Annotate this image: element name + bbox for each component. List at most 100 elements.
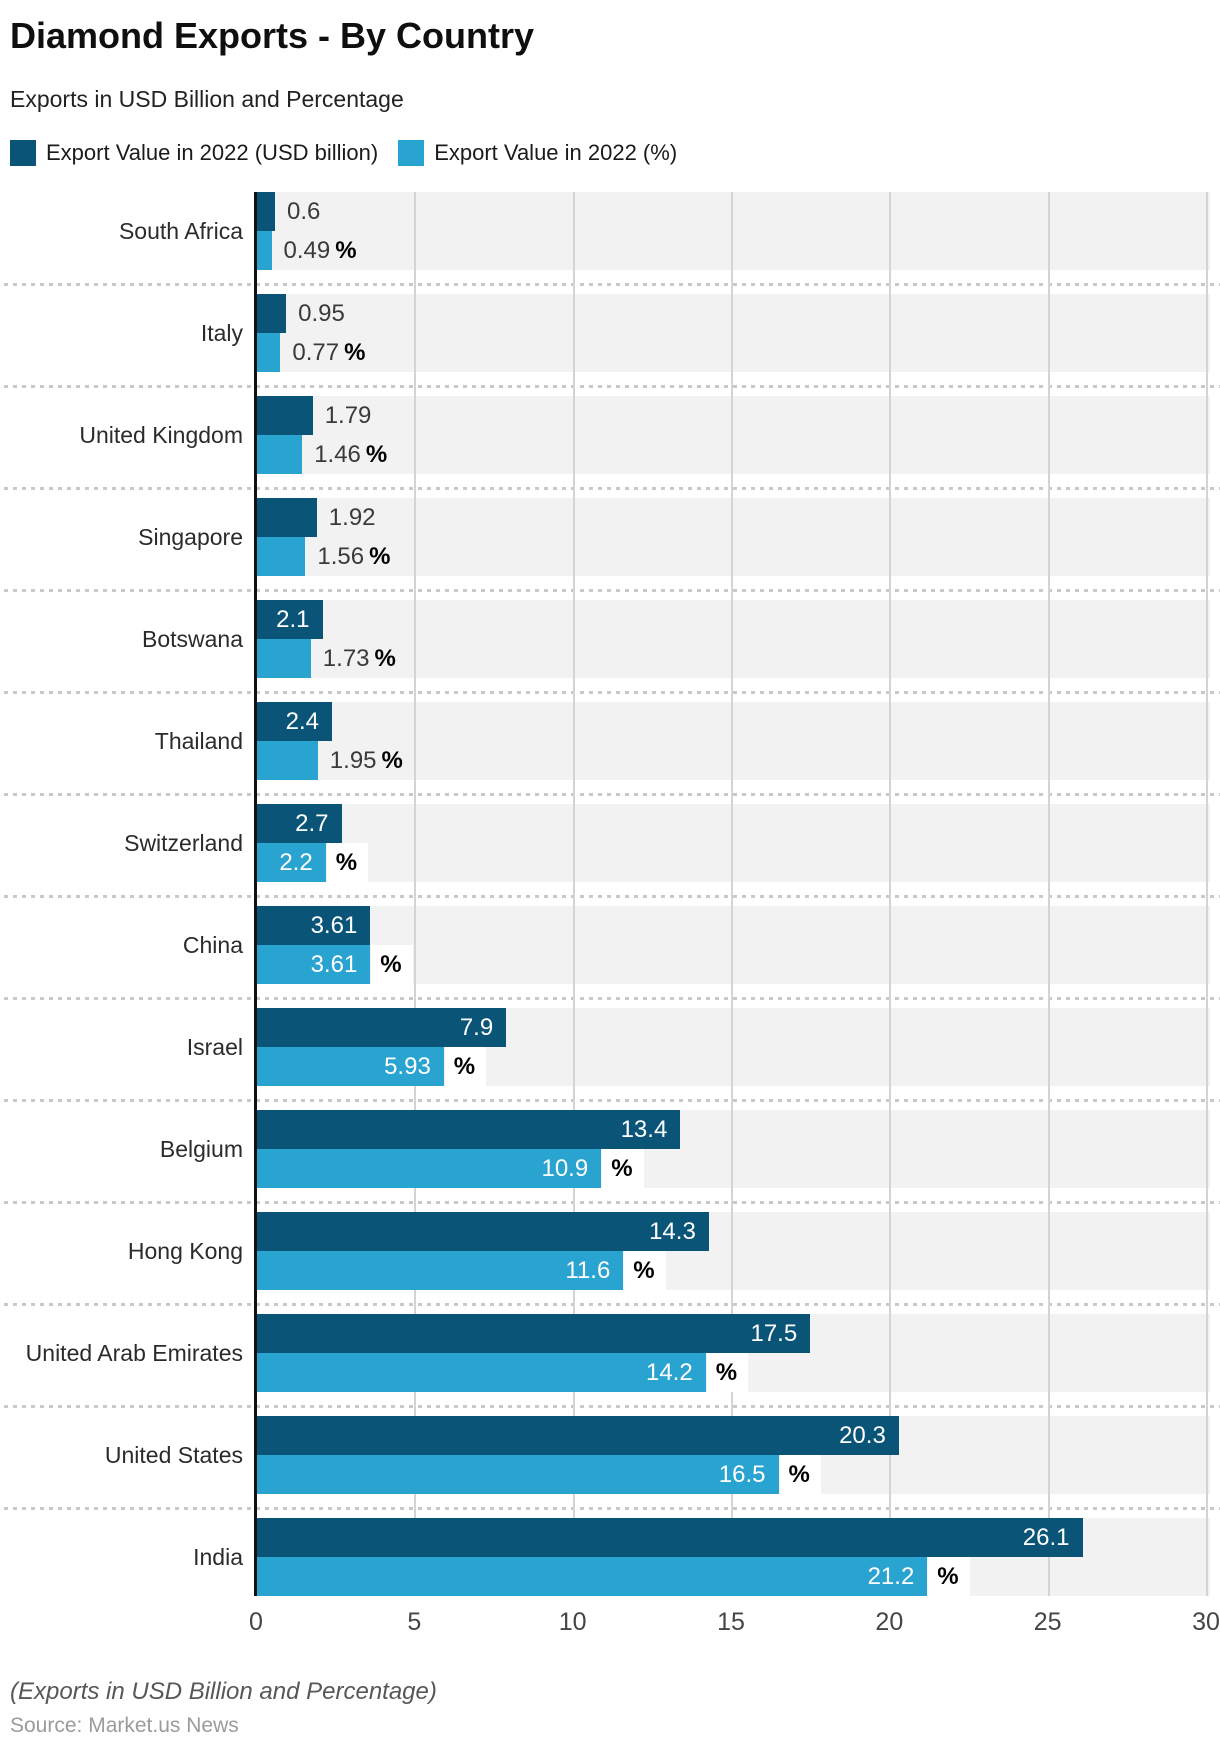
gridline (572, 192, 575, 1596)
percent-bar[interactable]: 0.77% (256, 333, 365, 372)
row-band: 0.95 0.77% (256, 294, 1210, 372)
chart-title: Diamond Exports - By Country (10, 15, 535, 56)
row-band: 7.9 5.93% (256, 1008, 1210, 1086)
value-bar[interactable]: 14.3 (256, 1212, 709, 1251)
value-bar[interactable]: 2.7 (256, 804, 342, 843)
value-label: 1.79 (324, 402, 372, 429)
category-label: Botswana (141, 625, 243, 652)
percent-label: 21.2 (867, 1563, 915, 1590)
row-separator (4, 283, 1220, 286)
chart-row: Belgium 13.4 10.9% (0, 1110, 1220, 1212)
value-bar[interactable]: 2.4 (256, 702, 332, 741)
percent-label: 0.77% (292, 339, 366, 366)
footnote: (Exports in USD Billion and Percentage) (10, 1678, 437, 1705)
legend-item-usd[interactable]: Export Value in 2022 (USD billion) (10, 140, 378, 166)
percent-bar[interactable]: 0.49% (256, 231, 357, 270)
x-axis: 0 5 10 15 20 25 30 (0, 1602, 1220, 1636)
value-bar[interactable]: 26.1 (256, 1518, 1083, 1557)
row-band: 2.1 1.73% (256, 600, 1210, 678)
value-bar[interactable]: 17.5 (256, 1314, 811, 1353)
percent-bar[interactable]: 10.9% (256, 1149, 644, 1188)
percent-sign: % (779, 1455, 821, 1494)
row-separator (4, 1099, 1220, 1102)
chart-row: China 3.61 3.61% (0, 906, 1220, 1008)
source-credit: Source: Market.us News (10, 1714, 239, 1737)
percent-sign: % (369, 543, 391, 570)
value-bar[interactable]: 3.61 (256, 906, 371, 945)
value-bar[interactable]: 20.3 (256, 1416, 899, 1455)
value-label: 2.4 (285, 708, 319, 735)
row-band: 1.92 1.56% (256, 498, 1210, 576)
chart-row: Italy 0.95 0.77% (0, 294, 1220, 396)
category-label: Thailand (154, 727, 243, 754)
percent-bar[interactable]: 21.2% (256, 1557, 970, 1596)
value-bar[interactable]: 13.4 (256, 1110, 681, 1149)
chart-row: United States 20.3 16.5% (0, 1416, 1220, 1518)
percent-bar[interactable]: 1.46% (256, 435, 387, 474)
row-separator (4, 895, 1220, 898)
percent-sign: % (371, 945, 413, 984)
row-separator (4, 1303, 1220, 1306)
category-label: South Africa (118, 217, 243, 244)
chart-row: United Arab Emirates 17.5 14.2% (0, 1314, 1220, 1416)
value-bar[interactable]: 0.95 (256, 294, 345, 333)
row-separator (4, 1405, 1220, 1408)
chart-row: India 26.1 21.2% (0, 1518, 1220, 1596)
percent-sign: % (624, 1251, 666, 1290)
chart-row: Hong Kong 14.3 11.6% (0, 1212, 1220, 1314)
percent-bar[interactable]: 2.2% (256, 843, 369, 882)
percent-sign: % (365, 441, 388, 468)
percent-bar[interactable]: 3.61% (256, 945, 413, 984)
legend-swatch-icon (10, 140, 36, 166)
row-band: 14.3 11.6% (256, 1212, 1210, 1290)
row-separator (4, 589, 1220, 592)
x-tick-label: 10 (558, 1608, 587, 1636)
value-bar[interactable]: 1.92 (256, 498, 376, 537)
row-separator (4, 385, 1220, 388)
percent-bar[interactable]: 16.5% (256, 1455, 821, 1494)
category-label: Switzerland (124, 829, 243, 856)
legend-item-percent[interactable]: Export Value in 2022 (%) (398, 140, 677, 166)
value-label: 7.9 (459, 1014, 494, 1041)
row-separator (4, 1201, 1220, 1204)
value-bar[interactable]: 7.9 (256, 1008, 507, 1047)
percent-bar[interactable]: 1.73% (256, 639, 396, 678)
percent-bar[interactable]: 5.93% (256, 1047, 487, 1086)
percent-bar[interactable]: 1.56% (256, 537, 390, 576)
chart-row: United Kingdom 1.79 1.46% (0, 396, 1220, 498)
value-label: 20.3 (839, 1422, 886, 1449)
row-band: 17.5 14.2% (256, 1314, 1210, 1392)
category-label: Belgium (159, 1135, 243, 1162)
value-bar[interactable]: 1.79 (256, 396, 371, 435)
chart-row: Thailand 2.4 1.95% (0, 702, 1220, 804)
chart-row: Singapore 1.92 1.56% (0, 498, 1220, 600)
percent-label: 2.2 (279, 849, 313, 876)
gridline (414, 192, 417, 1596)
row-separator (4, 691, 1220, 694)
bar-rows: South Africa 0.6 0.49% Italy 0.95 0.77% United… (0, 192, 1220, 1596)
value-bar[interactable]: 0.6 (256, 192, 320, 231)
percent-sign: % (326, 843, 369, 882)
category-label: Hong Kong (127, 1237, 243, 1264)
percent-label: 3.61 (310, 951, 358, 978)
percent-label: 5.93 (384, 1053, 431, 1080)
gridline (731, 192, 733, 1596)
row-band: 26.1 21.2% (256, 1518, 1210, 1596)
percent-sign: % (344, 339, 366, 366)
value-label: 1.92 (328, 504, 376, 531)
legend-label: Export Value in 2022 (%) (434, 140, 678, 165)
percent-bar[interactable]: 14.2% (256, 1353, 749, 1392)
percent-bar[interactable]: 1.95% (256, 741, 403, 780)
percent-label: 1.46% (314, 441, 388, 468)
percent-bar[interactable]: 11.6% (256, 1251, 666, 1290)
x-tick-label: 25 (1033, 1608, 1062, 1636)
category-label: Israel (186, 1033, 243, 1060)
value-bar[interactable]: 2.1 (256, 600, 323, 639)
value-label: 14.3 (649, 1218, 696, 1245)
percent-sign: % (602, 1149, 644, 1188)
legend-swatch-icon (398, 140, 425, 166)
row-band: 3.61 3.61% (256, 906, 1210, 984)
legend-label: Export Value in 2022 (USD billion) (46, 140, 379, 165)
category-label: United Kingdom (79, 421, 243, 448)
